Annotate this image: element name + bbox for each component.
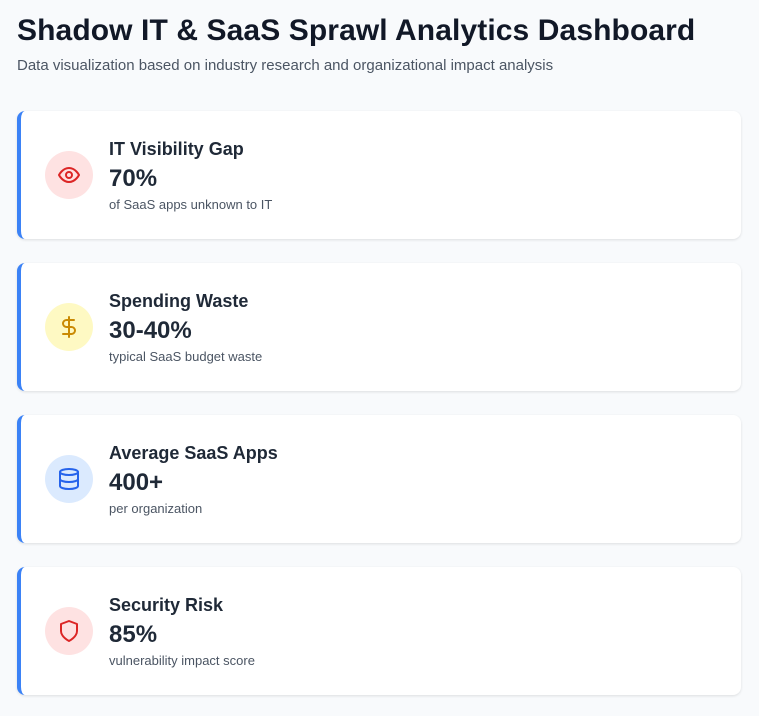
eye-icon (58, 167, 80, 183)
metric-label: Spending Waste (109, 290, 249, 311)
dollar-icon-badge (45, 303, 93, 351)
metric-label: Security Risk (109, 594, 224, 615)
shield-icon (60, 620, 78, 642)
metric-card-text: Security Risk 85% vulnerability impact s… (109, 593, 255, 670)
page-subtitle: Data visualization based on industry res… (17, 57, 554, 74)
metric-label: IT Visibility Gap (109, 138, 244, 159)
metric-description: vulnerability impact score (109, 652, 255, 668)
page-title: Shadow IT & SaaS Sprawl Analytics Dashbo… (17, 14, 696, 47)
shield-icon-badge (45, 607, 93, 655)
metric-value: 85% (109, 620, 158, 648)
metric-card-security-risk: Security Risk 85% vulnerability impact s… (17, 567, 741, 695)
dollar-icon (62, 316, 76, 338)
metric-value: 400+ (109, 468, 164, 496)
metric-card-text: IT Visibility Gap 70% of SaaS apps unkno… (109, 137, 272, 214)
database-icon (59, 468, 79, 490)
metric-card-visibility-gap: IT Visibility Gap 70% of SaaS apps unkno… (17, 111, 741, 239)
metric-description: of SaaS apps unknown to IT (109, 196, 273, 212)
metric-card-text: Spending Waste 30-40% typical SaaS budge… (109, 289, 262, 366)
metric-card-text: Average SaaS Apps 400+ per organization (109, 441, 278, 518)
metric-card-spending-waste: Spending Waste 30-40% typical SaaS budge… (17, 263, 741, 391)
metric-value: 30-40% (109, 316, 192, 344)
metric-description: per organization (109, 500, 203, 516)
eye-icon-badge (45, 151, 93, 199)
metric-label: Average SaaS Apps (109, 442, 278, 463)
database-icon-badge (45, 455, 93, 503)
metric-card-list: IT Visibility Gap 70% of SaaS apps unkno… (17, 111, 741, 695)
metric-description: typical SaaS budget waste (109, 348, 263, 364)
metric-card-average-saas-apps: Average SaaS Apps 400+ per organization (17, 415, 741, 543)
metric-value: 70% (109, 164, 158, 192)
